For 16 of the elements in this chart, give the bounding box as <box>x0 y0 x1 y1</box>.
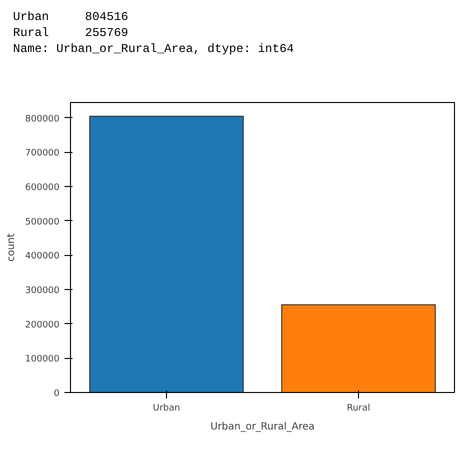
y-tick-label: 400000 <box>25 252 60 262</box>
text: Urban 804516 <box>13 10 128 24</box>
y-tick-label: 0 <box>54 389 60 399</box>
y-tick-label: 200000 <box>25 320 60 330</box>
text: Name: Urban_or_Rural_Area, dtype: int64 <box>13 42 294 56</box>
y-tick-label: 300000 <box>25 286 60 296</box>
y-tick-label: 500000 <box>25 217 60 228</box>
y-tick-label: 700000 <box>25 148 60 159</box>
y-tick-label: 600000 <box>25 183 60 194</box>
y-axis-title: count <box>6 233 18 262</box>
y-tick-label: 800000 <box>25 114 60 124</box>
x-tick-label: Urban <box>152 404 180 414</box>
y-tick-label: 100000 <box>25 354 60 365</box>
text: Rural 255769 <box>13 26 128 40</box>
x-tick-label: Rural <box>346 404 370 414</box>
x-axis-title: Urban_or_Rural_Area <box>210 422 315 432</box>
